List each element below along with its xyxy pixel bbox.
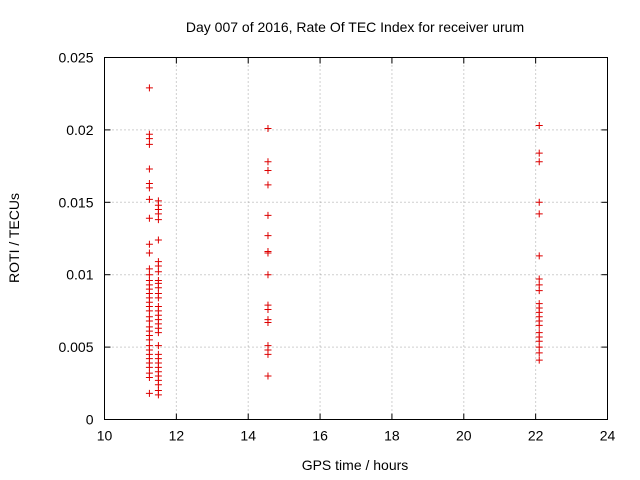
data-point [264,232,272,240]
data-point [154,342,162,350]
y-tick-label: 0.015 [58,194,93,210]
y-tick-label: 0 [86,412,94,428]
data-point [264,249,272,257]
data-point [264,166,272,174]
x-tick-label: 20 [456,428,472,444]
data-point [264,181,272,189]
data-point [535,198,543,206]
points-layer [145,84,543,399]
data-point [264,305,272,313]
data-point [535,252,543,260]
data-point [264,211,272,219]
x-tick-label: 16 [312,428,328,444]
data-point [535,321,543,329]
chart-title: Day 007 of 2016, Rate Of TEC Index for r… [186,19,524,35]
data-point [535,158,543,166]
data-point [264,158,272,166]
data-point [145,165,153,173]
y-tick-label: 0.025 [58,50,93,66]
data-point [145,249,153,257]
data-point [145,195,153,203]
data-point [535,210,543,218]
data-point [535,122,543,130]
data-point [535,287,543,295]
grid-layer [104,57,608,420]
y-axis-label: ROTI / TECUs [6,193,22,283]
tick-label-layer: 10 12 14 16 18 20 22 24 0 0.005 0.01 0.015 0.02 0.025 [58,50,615,444]
data-point [264,271,272,279]
data-point [535,349,543,357]
data-point [145,184,153,192]
tick-layer [104,57,608,420]
data-point [145,214,153,222]
data-point [264,318,272,326]
x-tick-label: 14 [240,428,256,444]
data-point [154,329,162,337]
data-point [154,391,162,399]
data-point [154,236,162,244]
x-tick-label: 22 [528,428,544,444]
data-point [145,389,153,397]
data-point [145,240,153,248]
y-tick-label: 0.005 [58,339,93,355]
y-tick-label: 0.02 [66,122,93,138]
x-tick-label: 10 [97,428,113,444]
data-point [264,372,272,380]
y-tick-label: 0.01 [66,267,93,283]
plot-frame [104,57,608,420]
data-point [145,84,153,92]
data-point [535,149,543,157]
data-point [264,124,272,132]
data-point [145,374,153,382]
x-tick-label: 18 [384,428,400,444]
x-axis-label: GPS time / hours [302,457,409,473]
data-point [535,356,543,364]
x-tick-label: 24 [600,428,616,444]
data-point [264,350,272,358]
data-point [145,140,153,148]
data-point [154,216,162,224]
x-tick-label: 12 [169,428,185,444]
data-point [154,294,162,302]
data-point [154,268,162,276]
